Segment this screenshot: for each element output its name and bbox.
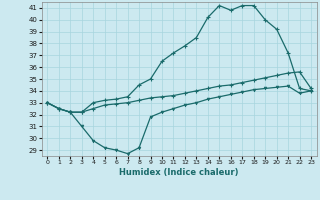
X-axis label: Humidex (Indice chaleur): Humidex (Indice chaleur) (119, 168, 239, 177)
